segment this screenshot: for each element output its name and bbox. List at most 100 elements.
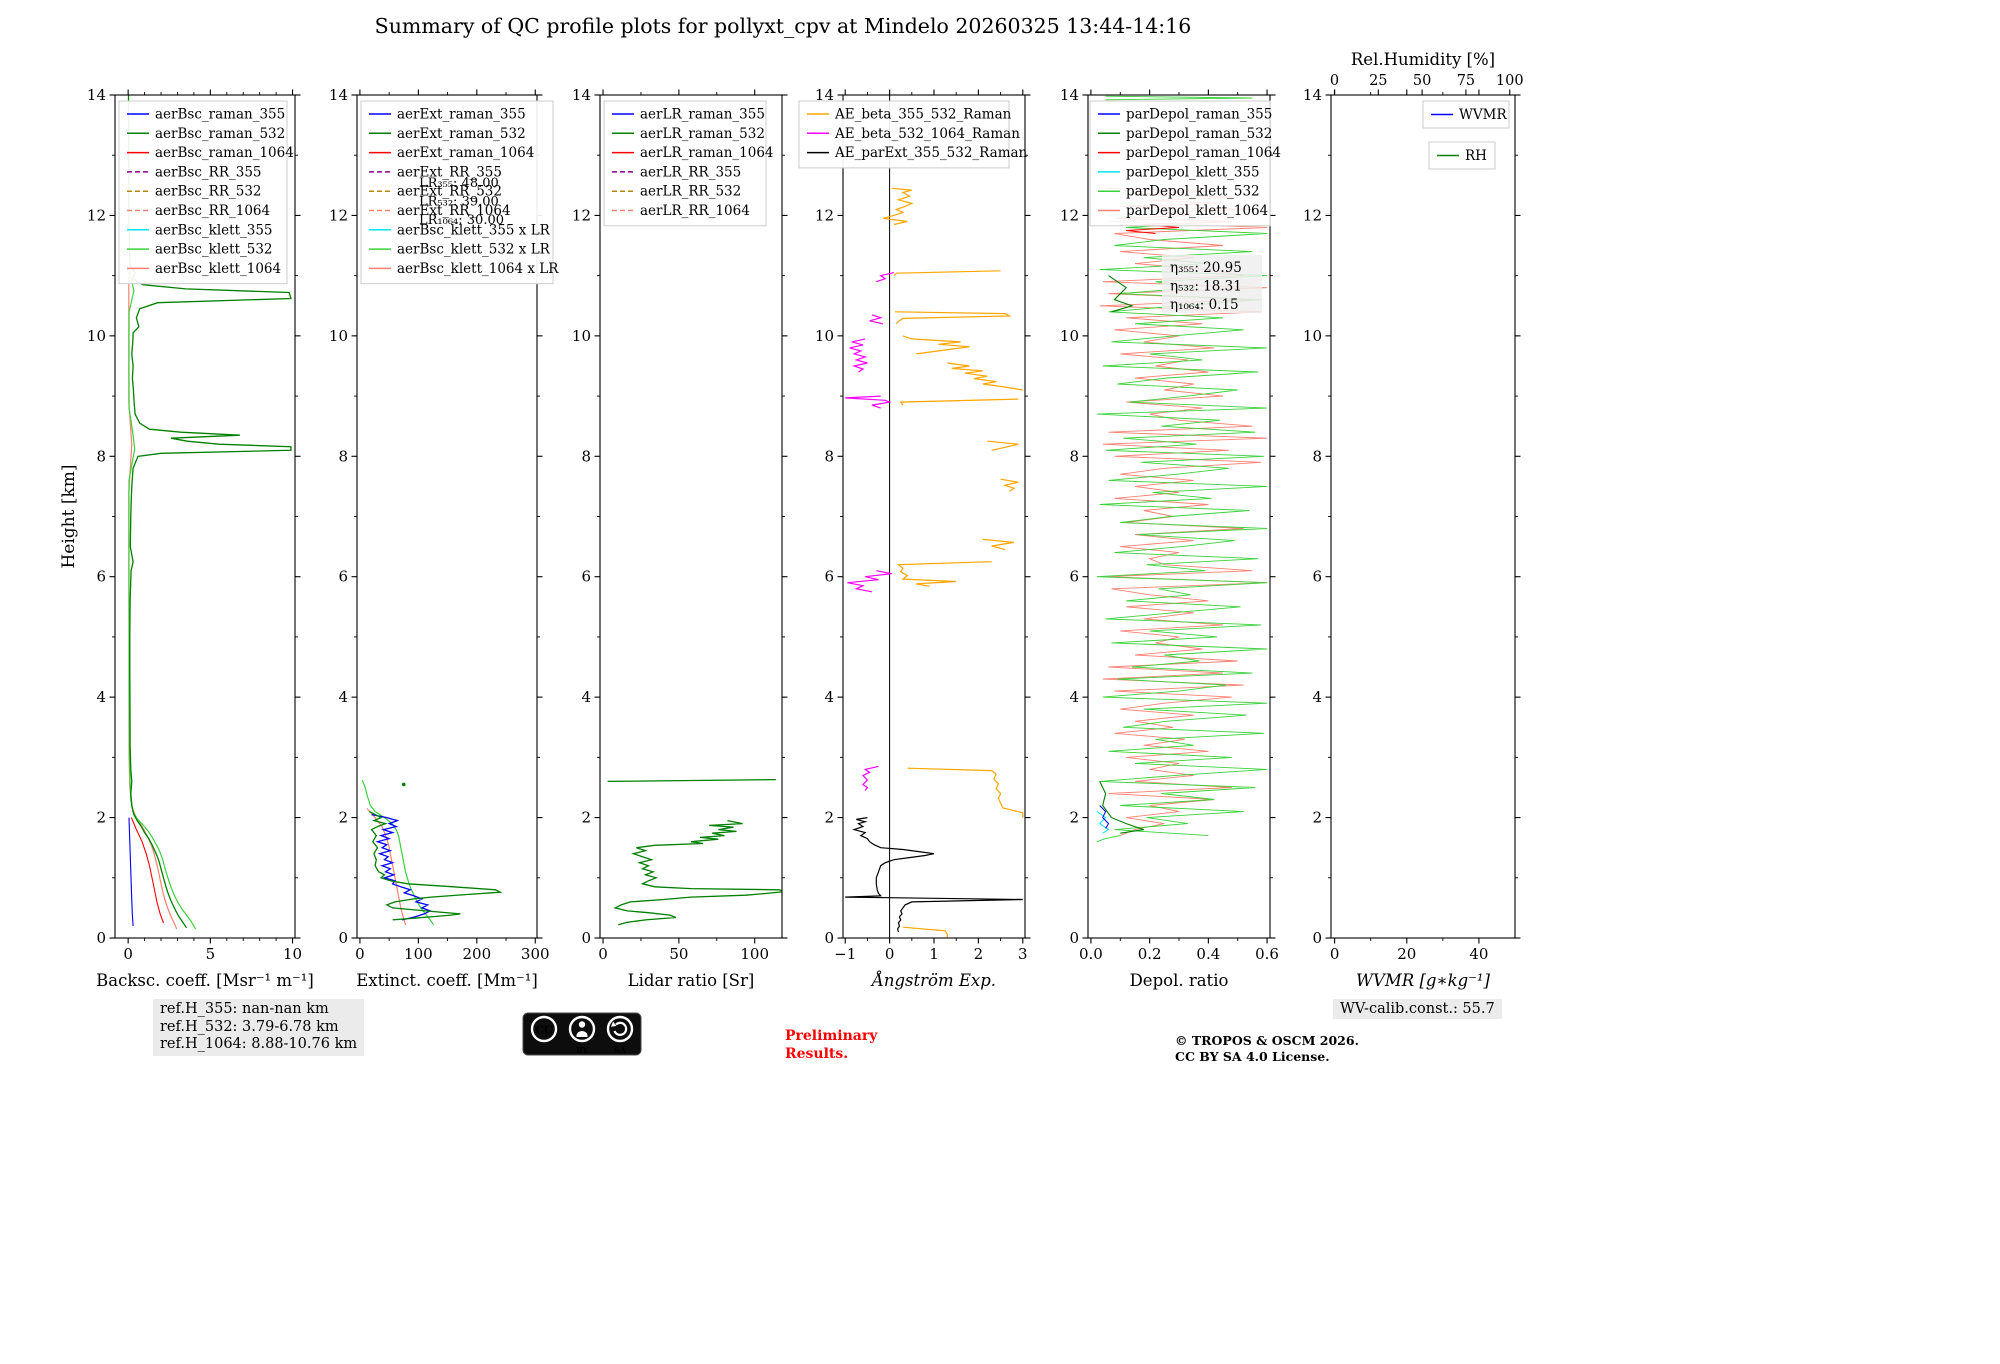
- y-tick-label: 2: [96, 809, 106, 827]
- legend-label: aerBsc_RR_355: [155, 164, 262, 180]
- panel-depol: 0.0 0.2 0.4 0.6 0 2 4 6 8 10 12 14 Depol. ratio parDe…: [1060, 86, 1281, 990]
- x-axis-label: Ångström Exp.: [870, 970, 996, 990]
- legend-box: [603, 100, 767, 227]
- series-aerBsc_raman_532: [127, 95, 292, 929]
- y-tick-label: 8: [1312, 447, 1322, 465]
- y-tick-label: 8: [338, 447, 348, 465]
- legend-box: [360, 100, 554, 285]
- ref-height-355: ref.H_355: nan-nan km: [160, 1001, 329, 1017]
- legend-label: aerBsc_klett_355 x LR: [397, 222, 551, 238]
- y-tick-label: 4: [1069, 688, 1079, 706]
- top-tick-label: 75: [1457, 73, 1475, 89]
- series-aerBsc_raman_355: [128, 817, 134, 927]
- series-AE_beta_532_1064_Raman: [876, 272, 895, 283]
- legend-label: parDepol_klett_355: [1126, 164, 1260, 180]
- series-aerBsc_raman_1064: [130, 817, 165, 924]
- panel-extinction: 0 100 200 300 0 2 4 6 8 10 12 14 Extinct. coeff. [Mm…: [329, 86, 559, 990]
- series-parDepol_raman_532: [1099, 781, 1144, 834]
- legend-label: aerLR_raman_355: [640, 107, 765, 123]
- series-AE_beta_532_1064_Raman: [845, 395, 892, 409]
- legend-label: parDepol_klett_1064: [1126, 203, 1268, 219]
- series-AE_beta_355_532_Raman: [893, 270, 1001, 277]
- x-tick-label: 3: [1018, 945, 1028, 963]
- series-aerBsc_klett_532: [128, 269, 197, 930]
- y-tick-label: 10: [87, 327, 106, 345]
- series-AE_beta_355_532_Raman: [899, 398, 1019, 406]
- y-tick-label: 6: [338, 568, 348, 586]
- lr-annotation: LR₅₃₂: 39.00: [419, 195, 499, 210]
- top-tick-label: 100: [1496, 73, 1524, 89]
- legend-label: parDepol_raman_1064: [1126, 145, 1281, 161]
- top-axis-label: Rel.Humidity [%]: [1351, 50, 1495, 69]
- by-person-icon: [568, 1015, 596, 1043]
- lr-annotation: LR₃₅₅: 48.00: [419, 176, 499, 191]
- series-AE_beta_355_532_Raman: [902, 335, 970, 355]
- x-tick-label: 5: [206, 945, 216, 963]
- x-tick-label: 300: [521, 945, 550, 963]
- x-tick-label: 0.4: [1196, 945, 1220, 963]
- axes-box: [842, 94, 1026, 939]
- lr-annotation: LR₁₀₆₄: 30.00: [419, 213, 504, 228]
- y-tick-label: 12: [87, 206, 106, 224]
- series-AE_beta_355_532_Raman: [882, 187, 914, 226]
- y-tick-label: 8: [581, 447, 591, 465]
- series-aerExt_raman_532: [368, 810, 503, 921]
- legend-label: aerBsc_RR_1064: [155, 203, 270, 219]
- y-tick-label: 10: [1060, 327, 1079, 345]
- y-tick-label: 6: [96, 568, 106, 586]
- wv-calib-constant: WV-calib.const.: 55.7: [1333, 999, 1502, 1019]
- legend-label: aerBsc_klett_532 x LR: [397, 242, 551, 258]
- legend-label: aerExt_RR_1064: [397, 203, 511, 219]
- axes-box: [1330, 94, 1516, 939]
- legend-label: aerExt_raman_355: [397, 107, 526, 123]
- legend-label: aerExt_RR_532: [397, 184, 502, 200]
- x-axis-label: Lidar ratio [Sr]: [628, 971, 755, 990]
- legend-label: aerExt_raman_532: [397, 126, 526, 142]
- legend-label: aerBsc_raman_532: [155, 126, 285, 142]
- series-parDepol_raman_355: [1099, 805, 1110, 829]
- y-tick-label: 14: [87, 86, 106, 104]
- y-tick-label: 0: [581, 929, 591, 947]
- legend-label: aerBsc_raman_355: [155, 107, 285, 123]
- legend-label: aerBsc_klett_532: [155, 242, 273, 258]
- x-axis-label: Depol. ratio: [1130, 971, 1229, 990]
- y-tick-label: 6: [824, 568, 834, 586]
- y-tick-label: 2: [824, 809, 834, 827]
- series-AE_beta_355_532_Raman: [894, 311, 1012, 325]
- cc-icon: [530, 1015, 558, 1043]
- legend-label: aerBsc_RR_532: [155, 184, 262, 200]
- by-label: BY: [576, 1045, 589, 1055]
- series-layer: [845, 95, 1024, 938]
- top-tick-label: 25: [1369, 73, 1387, 89]
- copyright-note: © TROPOS & OSCM 2026. CC BY SA 4.0 Licen…: [1175, 1033, 1359, 1065]
- legend-label: parDepol_klett_532: [1126, 184, 1260, 200]
- y-tick-label: 0: [824, 929, 834, 947]
- panel-backscatter: 0 5 10 0 2 4 6 8 10 12 14 Backsc. coeff. [Msr⁻¹ m⁻¹…: [59, 86, 314, 990]
- x-tick-label: 0: [355, 945, 365, 963]
- legend-label: AE_beta_532_1064_Raman: [834, 126, 1020, 142]
- series-AE_beta_355_532_Raman: [907, 767, 1024, 818]
- series-AE_beta_355_532_Raman: [902, 926, 948, 938]
- y-tick-label: 12: [572, 206, 591, 224]
- y-tick-label: 4: [581, 688, 591, 706]
- series-AE_beta_532_1064_Raman: [849, 338, 868, 373]
- series-layer: [127, 95, 292, 930]
- legend-label: aerExt_RR_355: [397, 164, 502, 180]
- series-parDepol_klett_355: [1096, 811, 1110, 834]
- y-tick-label: 14: [815, 86, 834, 104]
- y-tick-label: 6: [1069, 568, 1079, 586]
- y-tick-label: 14: [329, 86, 348, 104]
- y-tick-label: 2: [1312, 809, 1322, 827]
- legend-label: aerLR_raman_532: [640, 126, 765, 142]
- y-axis-label: Height [km]: [59, 464, 79, 568]
- figure-title: Summary of QC profile plots for pollyxt_…: [374, 14, 1192, 38]
- y-tick-label: 8: [1069, 447, 1079, 465]
- legend-label: aerLR_raman_1064: [640, 145, 774, 161]
- eta-annotation: η₅₃₂: 18.31: [1170, 279, 1242, 295]
- x-tick-label: 1: [929, 945, 939, 963]
- legend-label: aerExt_raman_1064: [397, 145, 534, 161]
- cc-badge-svg: CC BY SA: [522, 1012, 642, 1056]
